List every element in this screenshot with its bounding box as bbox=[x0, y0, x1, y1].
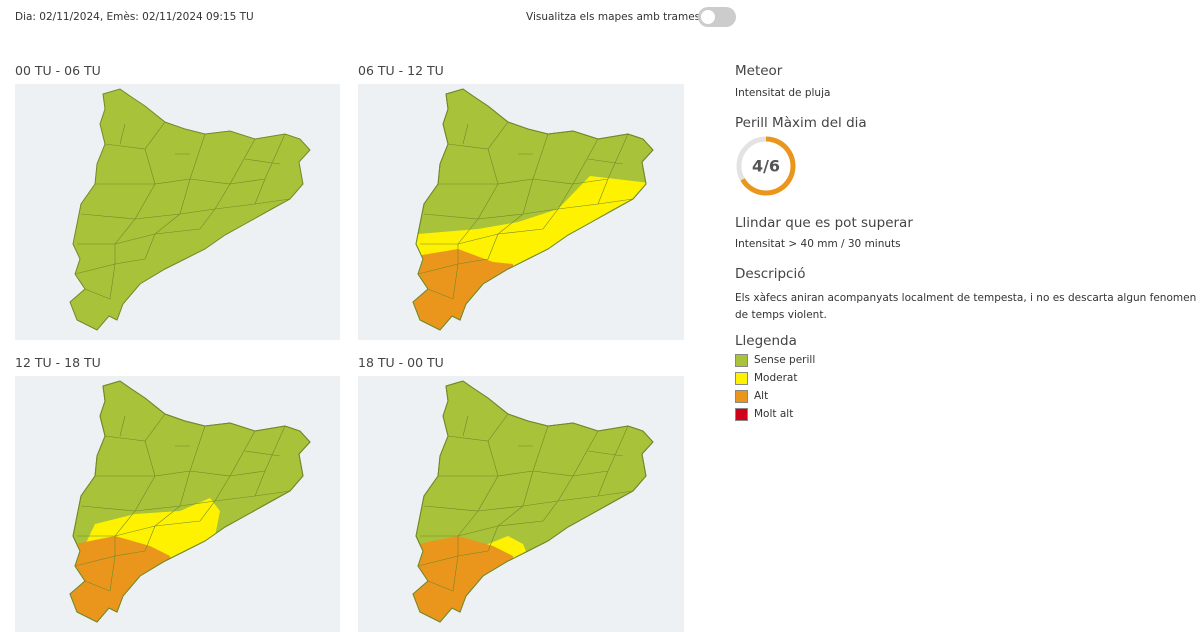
legend-swatch bbox=[735, 408, 748, 421]
description-value: Els xàfecs aniran acompanyats localment … bbox=[735, 292, 1197, 321]
issue-date: Dia: 02/11/2024, Emès: 02/11/2024 09:15 … bbox=[15, 11, 254, 23]
gauge-arc bbox=[740, 136, 796, 196]
threshold-value: Intensitat > 40 mm / 30 minuts bbox=[735, 238, 901, 250]
legend: Sense perill Moderat Alt Molt alt bbox=[735, 354, 935, 434]
meteor-value: Intensitat de pluja bbox=[735, 87, 831, 99]
legend-swatch bbox=[735, 372, 748, 385]
map-title: 12 TU - 18 TU bbox=[15, 355, 101, 370]
toggle-label: Visualitza els mapes amb trames bbox=[526, 11, 701, 23]
danger-heading: Perill Màxim del dia bbox=[735, 115, 867, 131]
legend-label: Molt alt bbox=[754, 408, 794, 420]
toggle-knob bbox=[701, 10, 715, 24]
legend-label: Alt bbox=[754, 390, 769, 402]
danger-gauge: 4/6 bbox=[736, 136, 796, 196]
description-heading: Descripció bbox=[735, 266, 806, 282]
legend-swatch bbox=[735, 390, 748, 403]
gauge-label: 4/6 bbox=[752, 157, 780, 176]
toggle-switch[interactable] bbox=[698, 7, 736, 27]
legend-swatch bbox=[735, 354, 748, 367]
legend-label: Sense perill bbox=[754, 354, 816, 366]
legend-heading: Llegenda bbox=[735, 333, 797, 349]
threshold-heading: Llindar que es pot superar bbox=[735, 215, 913, 231]
map-title: 18 TU - 00 TU bbox=[358, 355, 444, 370]
maps bbox=[15, 84, 684, 632]
meteor-heading: Meteor bbox=[735, 63, 783, 79]
legend-label: Moderat bbox=[754, 372, 798, 384]
map-title: 00 TU - 06 TU bbox=[15, 63, 101, 78]
map-title: 06 TU - 12 TU bbox=[358, 63, 444, 78]
